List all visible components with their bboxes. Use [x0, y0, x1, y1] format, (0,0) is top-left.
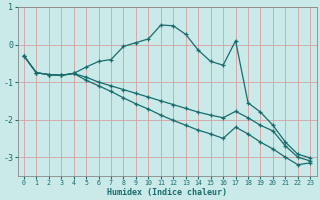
X-axis label: Humidex (Indice chaleur): Humidex (Indice chaleur): [107, 188, 227, 197]
